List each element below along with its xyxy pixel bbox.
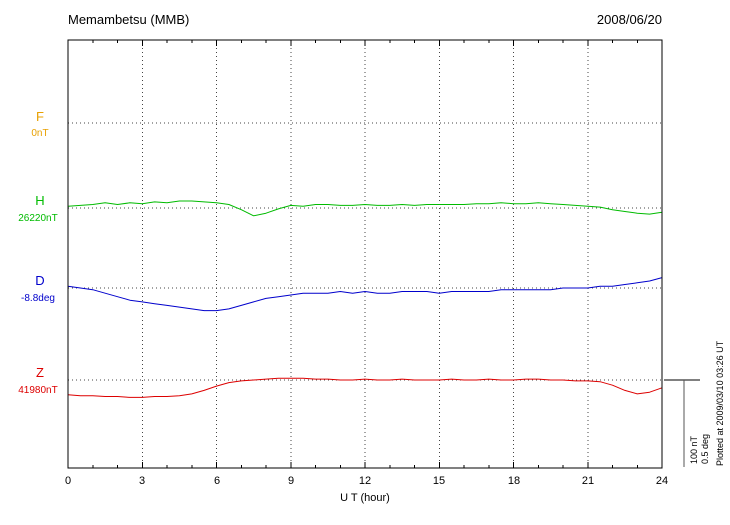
x-axis-label: U T (hour) bbox=[340, 492, 390, 504]
trace-label-f: F bbox=[36, 109, 44, 124]
x-tick-label-12: 12 bbox=[359, 475, 371, 487]
x-tick-label-9: 9 bbox=[288, 475, 294, 487]
grid-layer bbox=[141, 40, 589, 468]
trace-label-z: Z bbox=[36, 365, 44, 380]
x-tick-label-0: 0 bbox=[65, 475, 71, 487]
trace-layer bbox=[67, 200, 663, 398]
x-tick-label-3: 3 bbox=[139, 475, 145, 487]
trace-label-h: H bbox=[35, 193, 44, 208]
scale-bar-label-nt: 100 nT bbox=[689, 435, 699, 464]
x-tick-label-15: 15 bbox=[433, 475, 445, 487]
x-tick-label-24: 24 bbox=[656, 475, 668, 487]
plotted-at-note: Plotted at 2009/03/10 03:26 UT bbox=[715, 340, 725, 466]
trace-z bbox=[67, 377, 663, 398]
plot-frame bbox=[67, 39, 663, 469]
x-tick-label-21: 21 bbox=[582, 475, 594, 487]
baseline-layer bbox=[68, 122, 662, 381]
station-title: Memambetsu (MMB) bbox=[68, 12, 189, 27]
baseline-value-h: 26220nT bbox=[18, 213, 57, 224]
x-tick-label-6: 6 bbox=[214, 475, 220, 487]
trace-h bbox=[67, 200, 663, 217]
trace-label-d: D bbox=[35, 273, 44, 288]
plot-date: 2008/06/20 bbox=[597, 12, 662, 27]
trace-d bbox=[67, 277, 663, 312]
baseline-value-f: 0nT bbox=[31, 128, 48, 139]
baseline-value-d: -8.8deg bbox=[21, 293, 55, 304]
scale-bar: 100 nT 0.5 deg bbox=[664, 379, 710, 467]
baseline-value-z: 41980nT bbox=[18, 385, 57, 396]
x-tick-label-18: 18 bbox=[508, 475, 520, 487]
scale-bar-label-deg: 0.5 deg bbox=[700, 434, 710, 464]
